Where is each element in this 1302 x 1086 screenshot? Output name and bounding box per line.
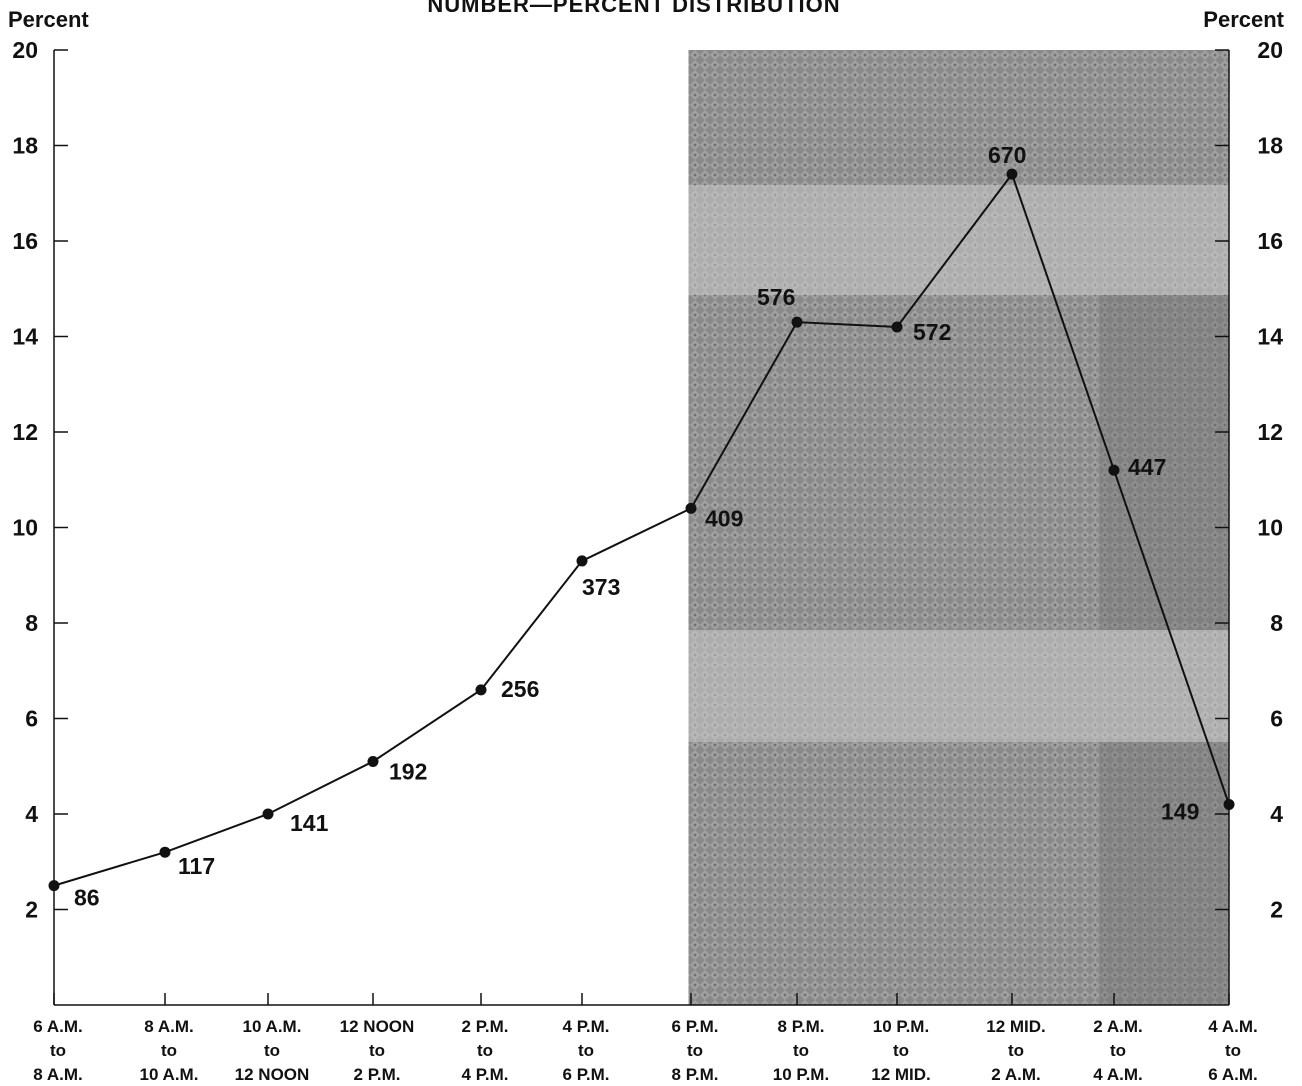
x-tick-label: 12 MID. — [986, 1017, 1046, 1036]
x-tick-label: 8 A.M. — [144, 1017, 193, 1036]
y-tick-label-right: 12 — [1257, 419, 1283, 445]
x-tick-label: to — [578, 1041, 594, 1060]
x-tick-label: 10 P.M. — [773, 1065, 829, 1084]
x-tick-label: 8 P.M. — [778, 1017, 825, 1036]
data-point — [1108, 464, 1120, 476]
x-tick-label: 4 A.M. — [1093, 1065, 1142, 1084]
shaded-block — [1100, 295, 1229, 630]
x-tick-label: to — [1008, 1041, 1024, 1060]
x-tick-label: to — [477, 1041, 493, 1060]
data-point — [791, 316, 803, 328]
y-tick-label-right: 10 — [1257, 515, 1283, 541]
data-point — [475, 684, 487, 696]
data-label: 117 — [178, 853, 215, 879]
data-point — [159, 846, 171, 858]
x-tick-label: 2 A.M. — [1093, 1017, 1142, 1036]
x-tick-label: to — [369, 1041, 385, 1060]
x-tick-label: 4 P.M. — [462, 1065, 509, 1084]
x-tick-label: 4 A.M. — [1208, 1017, 1257, 1036]
data-point — [891, 321, 903, 333]
y-tick-label-left: 6 — [25, 706, 38, 732]
y-tick-label-right: 18 — [1257, 133, 1283, 159]
data-label: 149 — [1161, 798, 1199, 824]
data-label: 256 — [501, 676, 539, 702]
x-tick-label: 12 MID. — [871, 1065, 931, 1084]
data-point — [1006, 168, 1018, 180]
x-tick-label: 6 P.M. — [672, 1017, 719, 1036]
x-tick-label: 12 NOON — [340, 1017, 415, 1036]
data-label: 141 — [290, 810, 329, 836]
x-tick-label: to — [1110, 1041, 1126, 1060]
x-tick-label: to — [893, 1041, 909, 1060]
data-label: 572 — [913, 319, 951, 345]
y-tick-label-right: 20 — [1257, 37, 1283, 63]
x-tick-label: 10 A.M. — [243, 1017, 302, 1036]
y-axis-label-right: Percent — [1203, 7, 1284, 32]
data-label: 576 — [757, 284, 795, 310]
x-tick-label: to — [1225, 1041, 1241, 1060]
y-tick-label-right: 4 — [1270, 801, 1283, 827]
data-label: 447 — [1128, 454, 1166, 480]
x-tick-label: 12 NOON — [235, 1065, 310, 1084]
shaded-region — [688, 50, 1229, 1005]
data-point — [1223, 798, 1235, 810]
x-tick-label: to — [687, 1041, 703, 1060]
x-tick-label: to — [50, 1041, 66, 1060]
data-point — [262, 808, 274, 820]
x-tick-label: 10 A.M. — [140, 1065, 199, 1084]
data-point — [576, 555, 588, 567]
chart-title: NUMBER—PERCENT DISTRIBUTION — [427, 0, 840, 17]
x-tick-label: 4 P.M. — [563, 1017, 610, 1036]
y-tick-label-left: 20 — [12, 37, 38, 63]
y-tick-label-left: 8 — [25, 610, 38, 636]
y-tick-label-right: 16 — [1257, 228, 1283, 254]
data-point — [685, 502, 697, 514]
x-tick-label: to — [264, 1041, 280, 1060]
x-tick-label: 6 A.M. — [33, 1017, 82, 1036]
data-label: 409 — [705, 505, 743, 531]
x-tick-label: 2 P.M. — [462, 1017, 509, 1036]
x-tick-label: to — [161, 1041, 177, 1060]
y-tick-label-left: 14 — [12, 324, 38, 350]
x-tick-label: 6 P.M. — [563, 1065, 610, 1084]
shaded-band — [688, 185, 1229, 295]
y-tick-label-left: 18 — [12, 133, 38, 159]
y-tick-label-left: 12 — [12, 419, 38, 445]
series-line — [53, 172, 1230, 887]
y-tick-label-right: 2 — [1270, 897, 1283, 923]
x-tick-label: 2 P.M. — [354, 1065, 401, 1084]
x-tick-label: 8 A.M. — [33, 1065, 82, 1084]
x-tick-label: 6 A.M. — [1208, 1065, 1257, 1084]
shaded-band — [688, 630, 1229, 742]
y-tick-label-right: 14 — [1257, 324, 1283, 350]
shaded-block — [1100, 742, 1229, 1005]
data-label: 670 — [988, 142, 1026, 168]
y-tick-label-left: 16 — [12, 228, 38, 254]
x-tick-label: to — [793, 1041, 809, 1060]
data-label: 373 — [582, 574, 620, 600]
data-point — [48, 880, 60, 892]
y-tick-label-right: 6 — [1270, 706, 1283, 732]
x-tick-label: 10 P.M. — [873, 1017, 929, 1036]
x-tick-label: 8 P.M. — [672, 1065, 719, 1084]
y-axis-label-left: Percent — [8, 7, 89, 32]
y-tick-label-left: 2 — [25, 897, 38, 923]
data-label: 192 — [389, 758, 427, 784]
x-tick-label: 2 A.M. — [991, 1065, 1040, 1084]
data-point — [367, 755, 379, 767]
data-label: 86 — [74, 885, 100, 911]
y-tick-label-left: 4 — [25, 801, 38, 827]
y-tick-label-right: 8 — [1270, 610, 1283, 636]
y-tick-label-left: 10 — [12, 515, 38, 541]
